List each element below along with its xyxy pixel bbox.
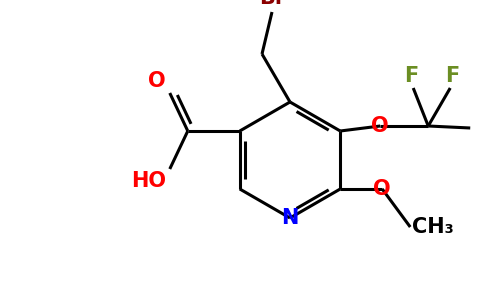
Text: O: O (371, 116, 389, 136)
Text: N: N (281, 208, 299, 228)
Text: HO: HO (131, 171, 166, 191)
Text: O: O (148, 71, 166, 91)
Text: O: O (374, 179, 391, 199)
Text: Br: Br (259, 0, 285, 8)
Text: F: F (445, 66, 459, 86)
Text: F: F (404, 66, 418, 86)
Text: CH₃: CH₃ (412, 217, 454, 237)
